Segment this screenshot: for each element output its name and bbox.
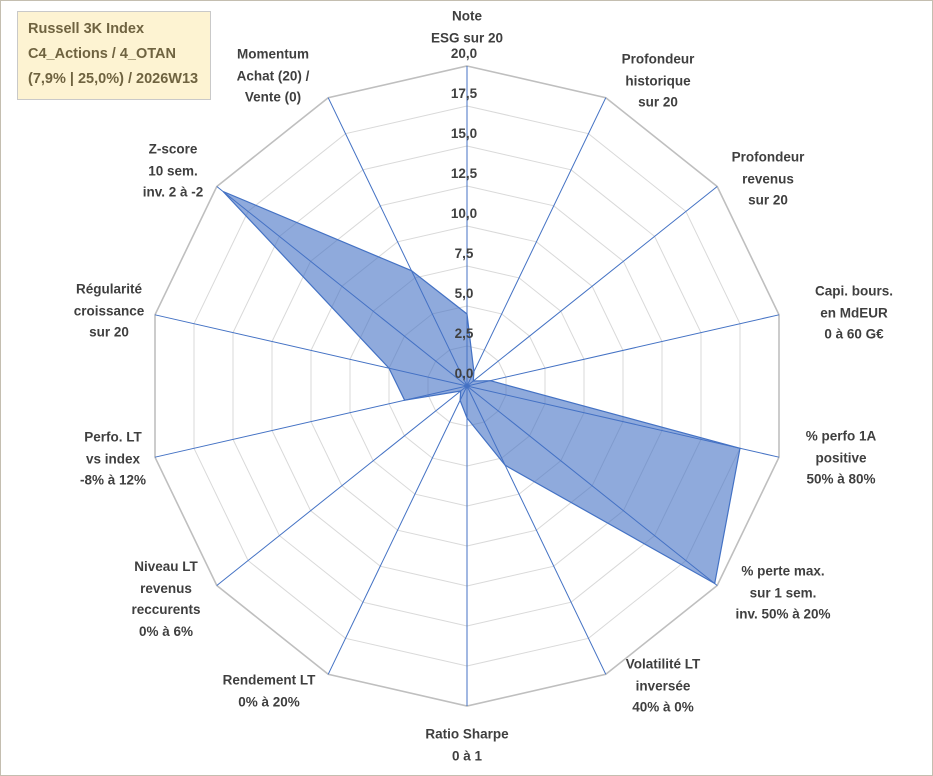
axis-label-8: Rendement LT 0% à 20% <box>222 672 316 709</box>
axis-label-6: Volatilité LT inversée 40% à 0% <box>625 656 701 715</box>
radial-tick-label: 2,5 <box>455 326 474 341</box>
radial-tick-label: 0,0 <box>455 366 474 381</box>
radial-tick-label: 17,5 <box>451 86 478 101</box>
axis-label-0: Note ESG sur 20 <box>430 8 504 45</box>
axis-label-7: Ratio Sharpe 0 à 1 <box>425 726 509 763</box>
series-polygon <box>222 190 741 585</box>
radial-tick-label: 7,5 <box>455 246 474 261</box>
info-box-line-1: Russell 3K Index <box>28 21 145 37</box>
info-box-line-2: C4_Actions / 4_OTAN <box>28 45 176 62</box>
axis-spoke <box>466 186 718 387</box>
axis-label-5: % perte max. sur 1 sem. inv. 50% à 20% <box>735 563 831 622</box>
axis-label-2: Profondeur revenus sur 20 <box>731 149 805 208</box>
axis-label-4: % perfo 1A positive 50% à 80% <box>805 428 877 487</box>
axis-label-3: Capi. bours. en MdEUR 0 à 60 G€ <box>814 283 894 342</box>
axis-label-12: Z-score 10 sem. inv. 2 à -2 <box>142 141 204 200</box>
axis-spoke <box>466 97 607 387</box>
axis-label-11: Régularité croissance sur 20 <box>73 281 145 340</box>
axis-label-10: Perfo. LT vs index -8% à 12% <box>79 429 147 488</box>
radial-tick-label: 12,5 <box>451 166 478 181</box>
axis-label-13: Momentum Achat (20) / Vente (0) <box>236 46 310 105</box>
axis-spoke <box>327 385 468 675</box>
info-box: Russell 3K Index C4_Actions / 4_OTAN (7,… <box>17 11 212 100</box>
axis-label-1: Profondeur historique sur 20 <box>621 51 695 110</box>
radial-tick-label: 20,0 <box>451 46 477 61</box>
info-box-line-3: (7,9% | 25,0%) / 2026W13 <box>28 70 199 87</box>
radial-tick-label: 10,0 <box>451 206 477 221</box>
axis-spoke <box>466 314 780 387</box>
radial-tick-label: 5,0 <box>455 286 474 301</box>
radial-tick-label: 15,0 <box>451 126 477 141</box>
axis-spoke <box>216 385 468 586</box>
axis-label-9: Niveau LT revenus reccurents 0% à 6% <box>131 558 201 639</box>
